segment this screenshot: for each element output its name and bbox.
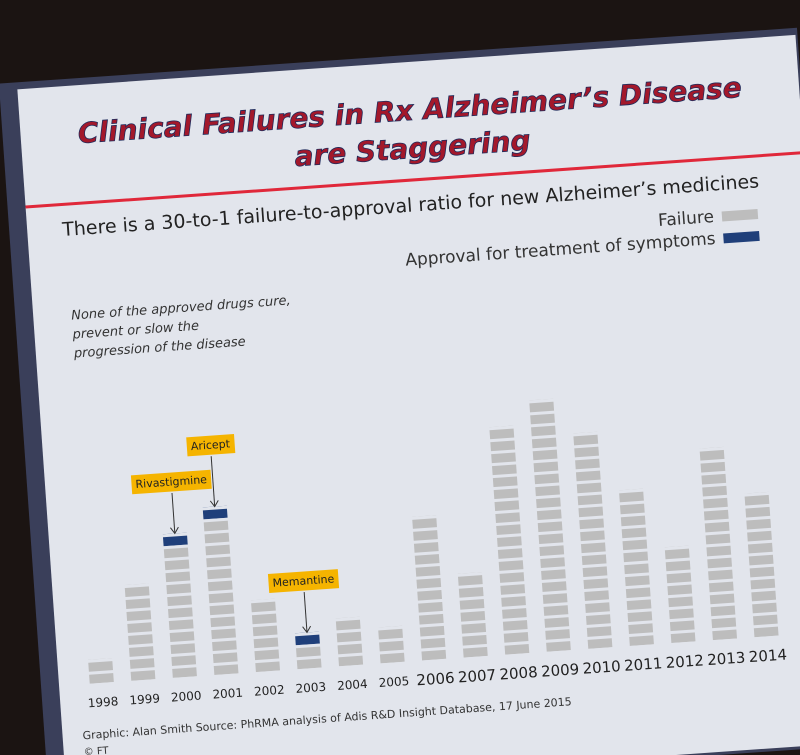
bar-segment: [88, 658, 114, 684]
title-rule: [25, 151, 800, 209]
x-tick-label: 2007: [457, 666, 496, 687]
legend-swatch: [721, 208, 759, 222]
x-tick-label: 1999: [129, 691, 160, 707]
x-tick-label: 2011: [624, 654, 663, 675]
annotation-box: [267, 569, 340, 593]
annotation: Rivastigmine: [135, 473, 208, 491]
annotation-arrowhead: [170, 526, 179, 535]
x-tick-label: 2010: [582, 657, 621, 678]
annotation-arrow: [210, 456, 216, 506]
x-tick-label: 1998: [87, 694, 118, 710]
bar-segment: [335, 616, 364, 667]
x-tick-label: 2001: [212, 686, 243, 702]
legend-label: Failure: [657, 207, 714, 231]
bar-segment: [699, 446, 738, 641]
bar-segment: [203, 517, 239, 676]
x-tick-label: 2013: [707, 648, 746, 669]
bar-segment: [295, 643, 322, 670]
bar-segment: [489, 425, 530, 655]
bar-segment: [250, 598, 281, 673]
annotation-box: [186, 434, 236, 457]
bar-segment: [162, 532, 188, 547]
x-tick-label: 2006: [416, 669, 455, 690]
x-tick-label: 2014: [748, 646, 787, 667]
annotation-arrow: [303, 592, 308, 632]
x-tick-label: 2003: [295, 680, 326, 696]
bar-segment: [457, 572, 488, 658]
x-tick-label: 2002: [254, 683, 285, 699]
bar-segment: [124, 583, 156, 681]
slide: Clinical Failures in Rx Alzheimer’s Dise…: [0, 27, 800, 755]
x-tick-label: 2012: [665, 651, 704, 672]
bar-segment: [202, 505, 228, 520]
bar-segment: [163, 544, 197, 678]
bar-segment: [744, 491, 779, 638]
annotation-box: [130, 469, 212, 495]
bar-segment: [412, 515, 447, 661]
legend-swatch: [723, 230, 760, 244]
bar-segment: [573, 431, 613, 649]
x-tick-label: 2004: [337, 677, 368, 693]
annotation-arrowhead: [302, 625, 312, 634]
x-tick-label: 2005: [378, 674, 409, 690]
bar-segment: [618, 488, 654, 646]
annotation: Aricept: [190, 437, 231, 453]
bar-segment: [294, 631, 320, 646]
annotation: Memantine: [272, 572, 335, 589]
x-tick-label: 2008: [499, 663, 538, 684]
bar-segment: [664, 545, 696, 644]
annotation-arrow: [171, 492, 176, 533]
annotation-arrowhead: [209, 500, 219, 508]
bar-segment: [378, 625, 405, 664]
x-tick-label: 2000: [171, 688, 202, 704]
bar-segment: [529, 398, 571, 652]
x-tick-label: 2009: [540, 660, 579, 681]
copyright: © FT: [83, 746, 109, 755]
